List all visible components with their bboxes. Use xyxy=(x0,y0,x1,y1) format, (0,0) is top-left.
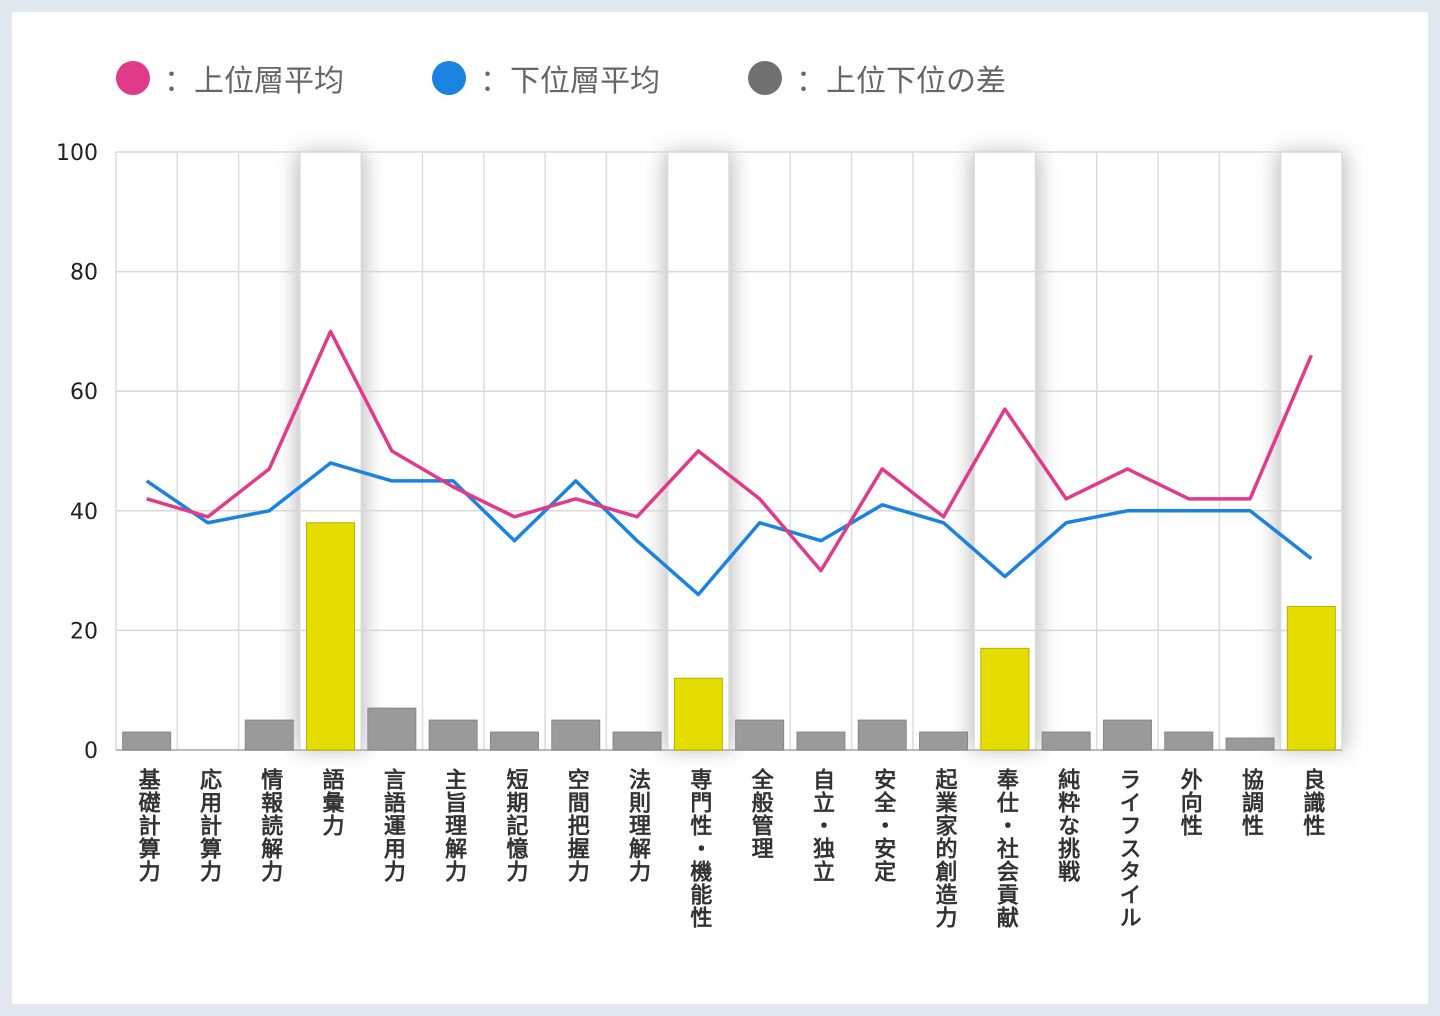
bar-diff xyxy=(857,719,907,751)
bar-diff xyxy=(735,719,785,751)
x-tick-label: 純粋な挑戦 xyxy=(1054,768,1080,883)
x-tick-label: 空間把握力 xyxy=(563,768,589,883)
x-tick-label: 情報読解力 xyxy=(257,768,283,883)
x-tick-label: 良識性 xyxy=(1299,768,1325,837)
x-tick-label: 法則理解力 xyxy=(625,768,651,883)
x-tick-label: 奉仕・社会貢献 xyxy=(992,768,1018,929)
legend-item-diff: ：上位下位の差 xyxy=(748,56,1006,100)
y-tick-label: 60 xyxy=(70,380,98,405)
bar-diff xyxy=(612,731,662,751)
x-tick-label: 語彙力 xyxy=(318,768,344,837)
bar-diff xyxy=(244,719,294,751)
x-tick-label: ライフスタイル xyxy=(1115,768,1141,929)
bar-diff xyxy=(489,731,539,751)
bar-diff xyxy=(980,647,1030,751)
bar-diff xyxy=(796,731,846,751)
y-tick-label: 40 xyxy=(70,500,98,525)
gray-dot-icon xyxy=(748,61,782,95)
legend-item-upper: ：上位層平均 xyxy=(116,56,344,100)
bar-diff xyxy=(428,719,478,751)
bar-diff xyxy=(1164,731,1214,751)
x-tick-label: 短期記憶力 xyxy=(502,768,528,883)
bar-diff xyxy=(122,731,172,751)
x-tick-label: 安全・安定 xyxy=(870,768,896,883)
legend-label: ：上位下位の差 xyxy=(796,64,1006,99)
x-tick-label: 専門性・機能性 xyxy=(686,768,712,929)
y-tick-label: 80 xyxy=(70,261,98,286)
x-tick-label: 応用計算力 xyxy=(195,768,221,883)
x-tick-label: 起業家的創造力 xyxy=(931,768,957,929)
y-tick-label: 0 xyxy=(84,739,98,764)
bar-diff xyxy=(306,522,356,751)
x-tick-label: 外向性 xyxy=(1176,768,1202,837)
x-tick-label: 言語運用力 xyxy=(379,768,405,883)
bar-diff xyxy=(551,719,601,751)
bar-diff xyxy=(1041,731,1091,751)
line-upper xyxy=(146,329,1313,573)
legend-label: ：上位層平均 xyxy=(164,64,344,99)
bar-diff xyxy=(919,731,969,751)
x-tick-label: 自立・独立 xyxy=(808,768,834,883)
bar-diff xyxy=(1102,719,1152,751)
legend-label: ：下位層平均 xyxy=(480,64,660,99)
y-tick-label: 20 xyxy=(70,619,98,644)
bar-diff xyxy=(673,677,723,751)
line-lower xyxy=(145,461,1313,597)
y-tick-label: 100 xyxy=(56,141,98,166)
x-tick-label: 主旨理解力 xyxy=(441,768,467,883)
bar-diff xyxy=(1286,605,1336,751)
legend-item-lower: ：下位層平均 xyxy=(432,56,660,100)
bar-diff xyxy=(1225,737,1275,751)
x-tick-label: 協調性 xyxy=(1238,768,1264,837)
blue-dot-icon xyxy=(432,61,466,95)
x-tick-label: 全般管理 xyxy=(747,768,773,860)
pink-dot-icon xyxy=(116,61,150,95)
bar-diff xyxy=(367,707,417,751)
x-tick-label: 基礎計算力 xyxy=(134,768,160,883)
